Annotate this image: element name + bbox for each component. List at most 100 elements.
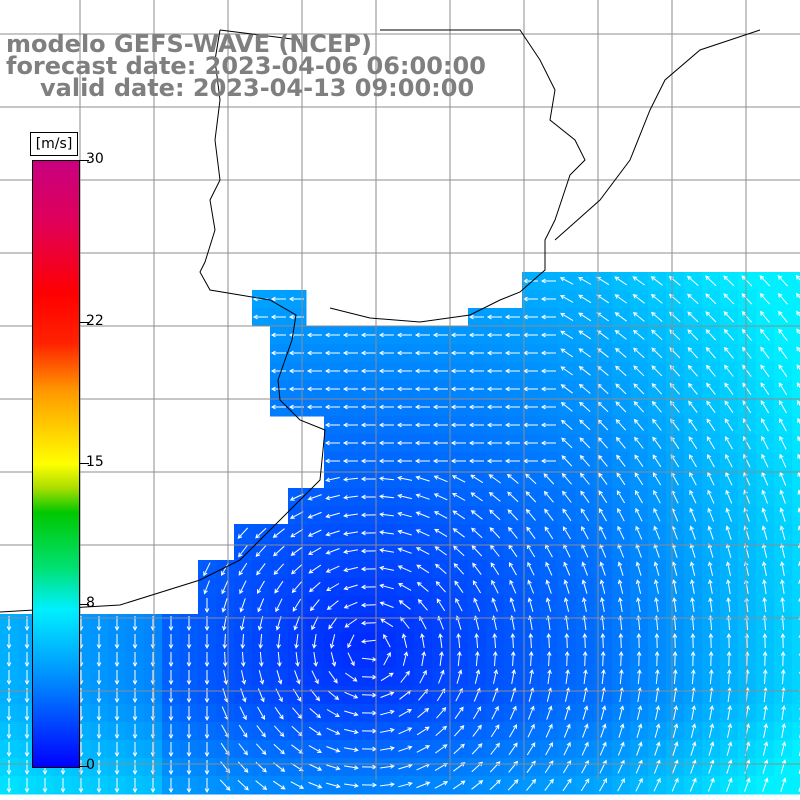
wind-arrow [634, 489, 643, 504]
wind-arrow [581, 579, 588, 594]
wind-arrow [256, 580, 265, 595]
wind-arrow [564, 650, 570, 667]
wind-arrow [60, 778, 66, 794]
wind-arrow [761, 525, 768, 540]
wind-arrow [723, 311, 735, 323]
wind-arrow [582, 650, 588, 667]
wind-arrow [6, 688, 12, 704]
wind-arrow [654, 741, 661, 756]
wind-arrow [24, 652, 30, 668]
wind-arrow [434, 546, 447, 556]
wind-arrow [617, 561, 624, 576]
wind-arrow [545, 742, 553, 756]
wind-arrow [687, 293, 699, 305]
wind-arrow [360, 530, 377, 536]
wind-arrow [779, 435, 787, 450]
wind-arrow [42, 778, 48, 794]
wind-speed-cell [792, 578, 800, 597]
wind-speed-cell [792, 758, 800, 777]
wind-arrow [543, 490, 554, 503]
wind-arrow [580, 490, 590, 503]
wind-arrow [653, 543, 660, 558]
wind-arrow [379, 601, 394, 608]
wind-arrow [468, 404, 484, 410]
wind-arrow [378, 458, 394, 464]
wind-arrow [778, 328, 788, 341]
wind-arrow [636, 741, 643, 756]
wind-arrow [726, 632, 732, 649]
wind-arrow [600, 650, 606, 667]
wind-arrow [761, 489, 768, 504]
wind-arrow [273, 725, 285, 737]
wind-arrow [472, 580, 482, 594]
wind-speed-cell [792, 632, 800, 651]
wind-arrow [688, 400, 698, 413]
wind-arrow [599, 777, 608, 792]
wind-arrow [650, 293, 663, 304]
wind-arrow [778, 346, 788, 359]
wind-arrow [436, 707, 447, 719]
wind-arrow [708, 741, 715, 756]
wind-arrow [741, 293, 753, 305]
wind-arrow [705, 329, 717, 341]
wind-arrow [451, 492, 466, 501]
wind-arrow [308, 745, 322, 753]
wind-arrow [415, 547, 430, 555]
wind-speed-cell [792, 722, 800, 741]
wind-arrow [398, 781, 413, 788]
wind-arrow [238, 562, 248, 576]
wind-arrow [526, 526, 536, 539]
wind-arrow [468, 332, 484, 338]
colorbar-tick [79, 766, 89, 767]
wind-arrow [599, 561, 606, 576]
wind-arrow [708, 759, 715, 774]
wind-arrow [132, 706, 138, 722]
wind-arrow [329, 634, 336, 649]
wind-arrow [186, 706, 192, 722]
wind-arrow [274, 706, 284, 720]
wind-arrow [762, 759, 769, 774]
wind-arrow [705, 275, 717, 287]
wind-arrow [742, 346, 752, 359]
wind-arrow [579, 437, 591, 449]
wind-arrow [779, 525, 786, 540]
wind-arrow [414, 332, 430, 338]
wind-arrow [168, 688, 174, 704]
wind-arrow [343, 601, 358, 609]
wind-arrow [24, 634, 30, 650]
wind-arrow [328, 617, 338, 630]
wind-arrow [343, 549, 358, 554]
wind-arrow [306, 332, 322, 338]
wind-arrow [325, 512, 340, 519]
wind-arrow [219, 779, 231, 791]
colorbar-tick-label: 30 [86, 151, 104, 167]
wind-arrow [652, 472, 662, 486]
wind-arrow [6, 634, 12, 650]
wind-arrow [6, 724, 12, 740]
wind-arrow [762, 579, 767, 594]
wind-arrow [798, 579, 800, 584]
wind-arrow [582, 723, 589, 738]
wind-arrow [504, 350, 520, 356]
wind-arrow [761, 507, 768, 522]
wind-arrow [468, 314, 484, 320]
wind-arrow [204, 688, 210, 704]
wind-arrow [221, 580, 229, 595]
wind-arrow [726, 668, 732, 685]
wind-arrow [186, 634, 192, 650]
wind-arrow [779, 561, 785, 576]
lat-lon-grid [0, 0, 800, 780]
wind-arrow [779, 453, 787, 468]
wind-arrow [544, 526, 554, 540]
wind-arrow [360, 332, 376, 338]
wind-arrow [290, 528, 304, 538]
wind-arrow [508, 561, 517, 576]
wind-arrow [308, 564, 322, 574]
wind-arrow [547, 669, 552, 684]
wind-arrow [396, 368, 412, 374]
wind-arrow [690, 741, 697, 756]
wind-arrow [560, 401, 573, 412]
wind-arrow [618, 650, 624, 667]
wind-arrow [560, 348, 574, 358]
wind-arrow [779, 543, 786, 558]
